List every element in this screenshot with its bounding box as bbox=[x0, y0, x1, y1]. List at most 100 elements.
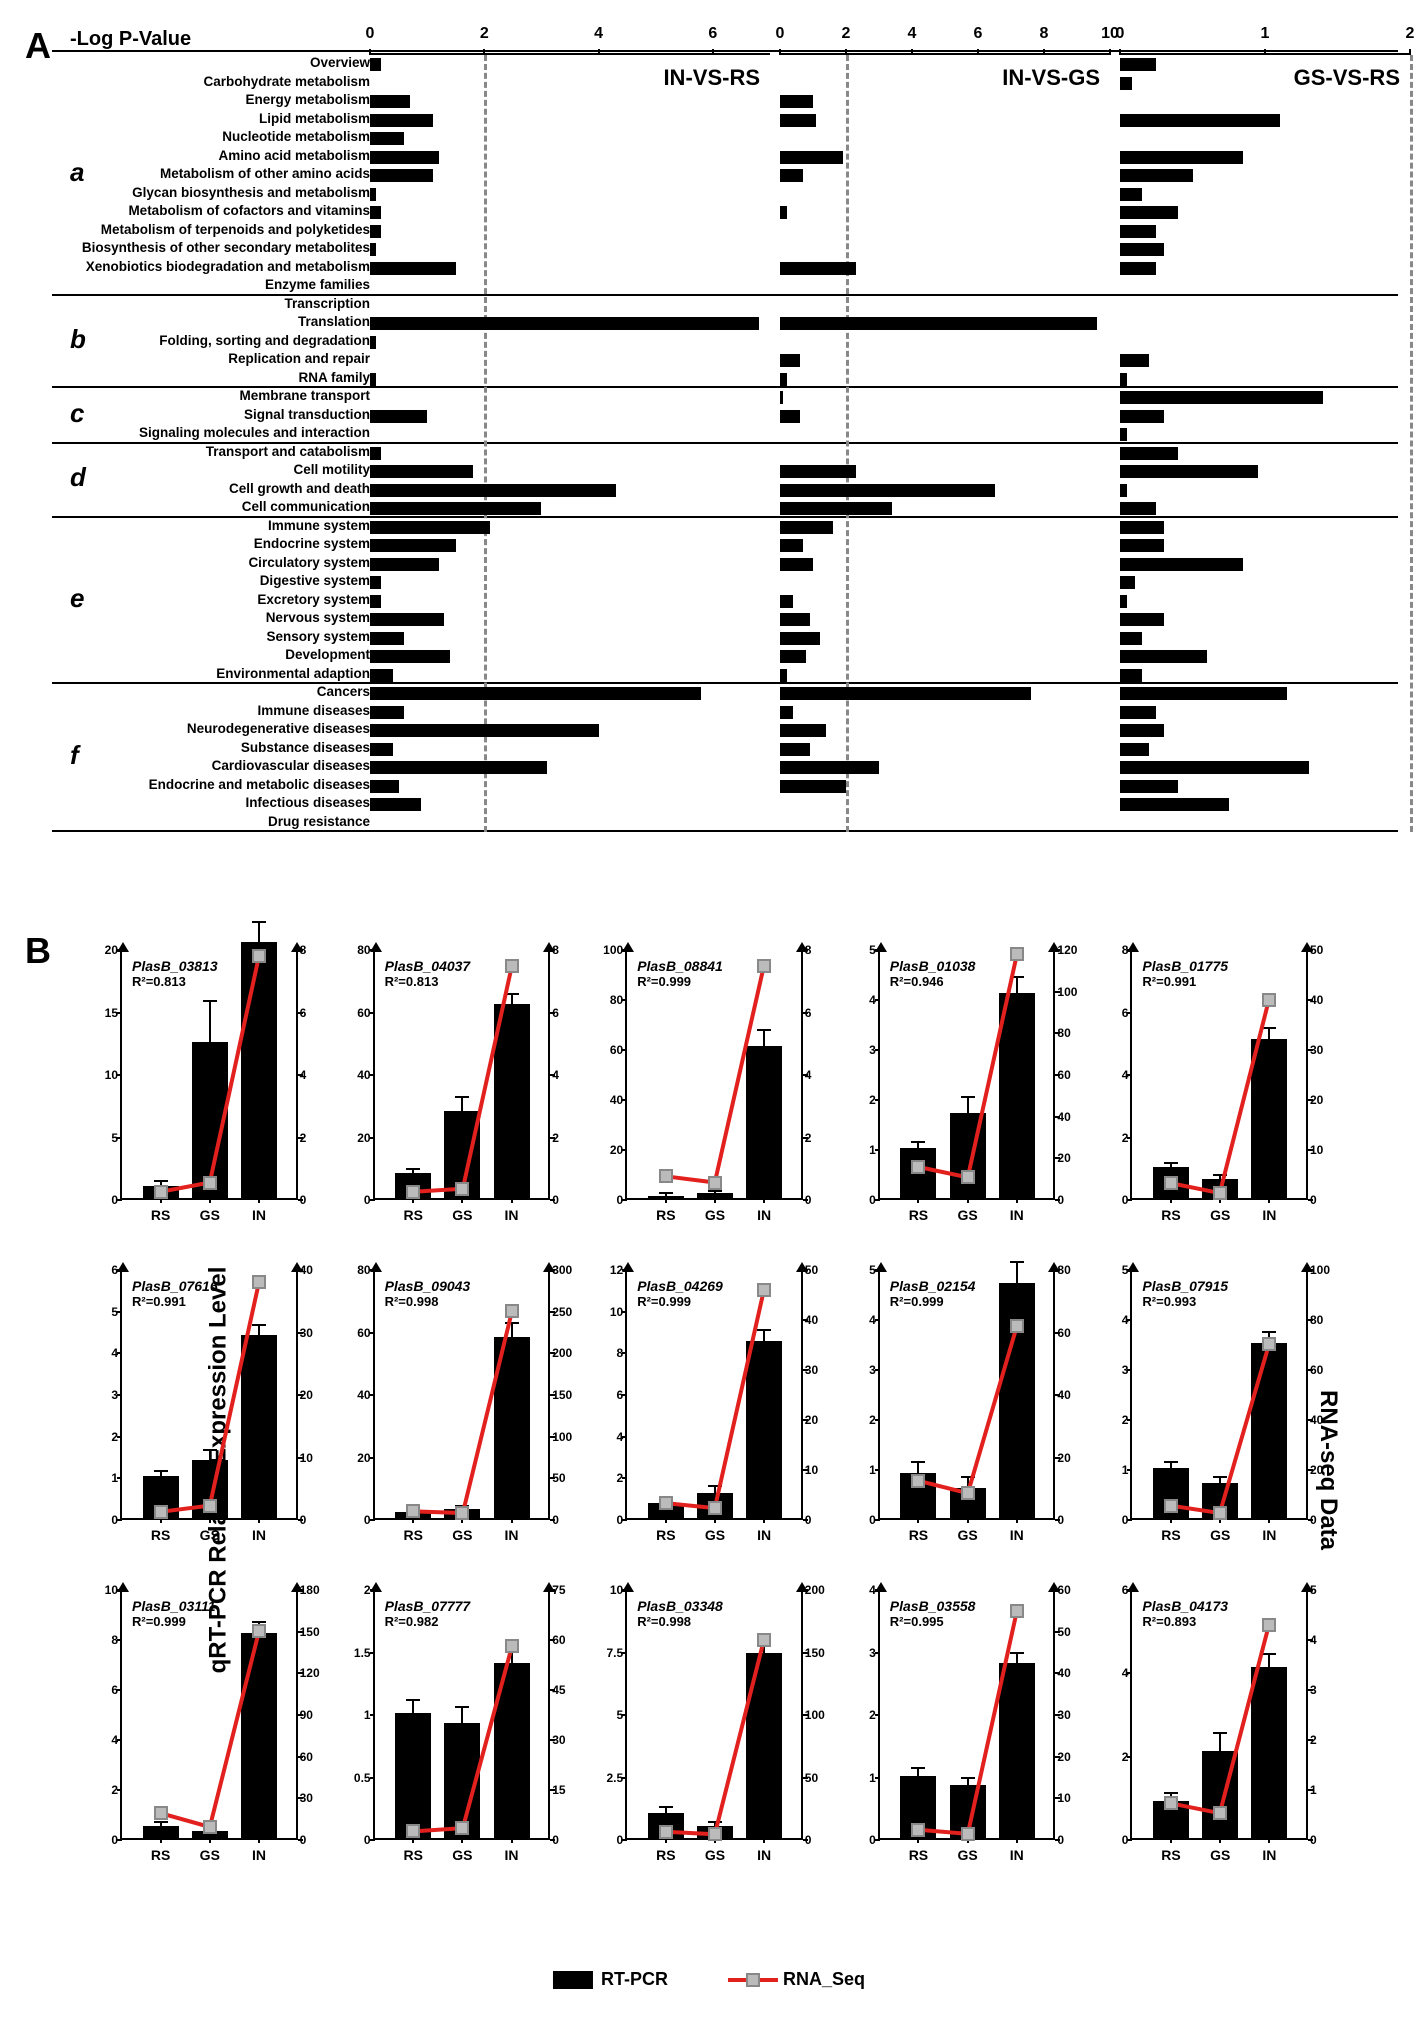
x-label: IN bbox=[1010, 1847, 1024, 1863]
bar bbox=[1120, 354, 1149, 367]
gene-chart: PlasB_04173R²=0.8930246012345RSGSIN bbox=[1100, 1580, 1338, 1880]
gene-chart: PlasB_07777R²=0.98200.511.5201530456075R… bbox=[343, 1580, 581, 1880]
x-label: RS bbox=[1161, 1847, 1180, 1863]
line-marker bbox=[505, 1304, 519, 1318]
x-label: GS bbox=[1210, 1847, 1230, 1863]
bar bbox=[780, 354, 800, 367]
x-label: RS bbox=[403, 1527, 422, 1543]
x-label: IN bbox=[505, 1847, 519, 1863]
line-marker bbox=[961, 1486, 975, 1500]
category-label: Cardiovascular diseases bbox=[212, 759, 370, 773]
bar bbox=[370, 558, 439, 571]
bar bbox=[780, 613, 810, 626]
bar bbox=[370, 613, 444, 626]
category-label: Infectious diseases bbox=[245, 796, 370, 810]
category-label: Metabolism of cofactors and vitamins bbox=[128, 204, 370, 218]
x-label: GS bbox=[452, 1527, 472, 1543]
bar bbox=[370, 521, 490, 534]
bar bbox=[370, 58, 381, 71]
line-marker bbox=[757, 1633, 771, 1647]
x-label: IN bbox=[1010, 1207, 1024, 1223]
line-marker bbox=[757, 1283, 771, 1297]
bar bbox=[780, 632, 820, 645]
bar bbox=[780, 151, 843, 164]
x-label: RS bbox=[656, 1527, 675, 1543]
line-marker bbox=[252, 949, 266, 963]
line-marker bbox=[961, 1170, 975, 1184]
bar bbox=[1120, 391, 1323, 404]
x-label: GS bbox=[1210, 1207, 1230, 1223]
bar bbox=[370, 410, 427, 423]
legend-rt-box bbox=[553, 1971, 593, 1989]
category-label: Metabolism of other amino acids bbox=[160, 167, 370, 181]
category-label: Nervous system bbox=[266, 611, 370, 625]
category-label: Drug resistance bbox=[268, 815, 370, 829]
group-letter: f bbox=[70, 740, 79, 771]
line-marker bbox=[708, 1827, 722, 1841]
comparison-label: IN-VS-GS bbox=[1002, 65, 1100, 91]
x-label: RS bbox=[656, 1847, 675, 1863]
gene-chart: PlasB_03111R²=0.999024681003060901201501… bbox=[90, 1580, 328, 1880]
bar bbox=[370, 595, 381, 608]
bar bbox=[1120, 798, 1229, 811]
x-label: IN bbox=[252, 1527, 266, 1543]
bar bbox=[780, 502, 892, 515]
x-label: GS bbox=[1210, 1527, 1230, 1543]
gene-chart: PlasB_02154R²=0.999012345020406080RSGSIN bbox=[848, 1260, 1086, 1560]
category-label: Cancers bbox=[317, 685, 370, 699]
gene-chart: PlasB_03558R²=0.995012340102030405060RSG… bbox=[848, 1580, 1086, 1880]
x-label: GS bbox=[452, 1207, 472, 1223]
x-label: IN bbox=[252, 1207, 266, 1223]
bar bbox=[370, 484, 616, 497]
line-marker bbox=[505, 1639, 519, 1653]
line-marker bbox=[659, 1169, 673, 1183]
bar bbox=[1120, 206, 1178, 219]
panel-b-grid: PlasB_03813R²=0.8130510152002468RSGSINPl… bbox=[90, 940, 1338, 1880]
gene-chart: PlasB_07616R²=0.9910123456010203040RSGSI… bbox=[90, 1260, 328, 1560]
bar bbox=[780, 669, 787, 682]
bar bbox=[370, 465, 473, 478]
line-marker bbox=[708, 1176, 722, 1190]
bar bbox=[780, 114, 816, 127]
comparison-chart: 0246IN-VS-RS bbox=[370, 25, 770, 842]
line-marker bbox=[1213, 1506, 1227, 1520]
line-marker bbox=[455, 1821, 469, 1835]
bar bbox=[370, 743, 393, 756]
line-marker bbox=[1164, 1796, 1178, 1810]
bar bbox=[1120, 225, 1156, 238]
x-label: GS bbox=[705, 1527, 725, 1543]
line-marker bbox=[406, 1504, 420, 1518]
bar bbox=[1120, 58, 1156, 71]
bar bbox=[780, 95, 813, 108]
category-label: Signaling molecules and interaction bbox=[139, 426, 370, 440]
bar bbox=[780, 743, 810, 756]
x-label: IN bbox=[1262, 1847, 1276, 1863]
x-label: IN bbox=[757, 1847, 771, 1863]
bar bbox=[1120, 669, 1142, 682]
category-label: Replication and repair bbox=[228, 352, 370, 366]
bar bbox=[780, 169, 803, 182]
line-marker bbox=[961, 1827, 975, 1841]
category-label: Digestive system bbox=[260, 574, 370, 588]
line-marker bbox=[1010, 1604, 1024, 1618]
category-label: Development bbox=[285, 648, 370, 662]
line-marker bbox=[1010, 947, 1024, 961]
line-marker bbox=[455, 1506, 469, 1520]
bar bbox=[370, 447, 381, 460]
category-label: Translation bbox=[298, 315, 370, 329]
bar bbox=[1120, 410, 1164, 423]
bar bbox=[370, 798, 421, 811]
panel-a: A -Log P-Value OverviewCarbohydrate meta… bbox=[20, 20, 1398, 920]
bar bbox=[1120, 595, 1127, 608]
line-marker bbox=[455, 1182, 469, 1196]
line-marker bbox=[1213, 1186, 1227, 1200]
bar bbox=[1120, 632, 1142, 645]
bar bbox=[1120, 77, 1132, 90]
category-label: Environmental adaption bbox=[216, 667, 370, 681]
bar bbox=[370, 539, 456, 552]
legend-rna-line bbox=[728, 1978, 778, 1982]
bar bbox=[780, 410, 800, 423]
group-letter: b bbox=[70, 324, 86, 355]
bar bbox=[1120, 558, 1243, 571]
x-label: IN bbox=[757, 1527, 771, 1543]
